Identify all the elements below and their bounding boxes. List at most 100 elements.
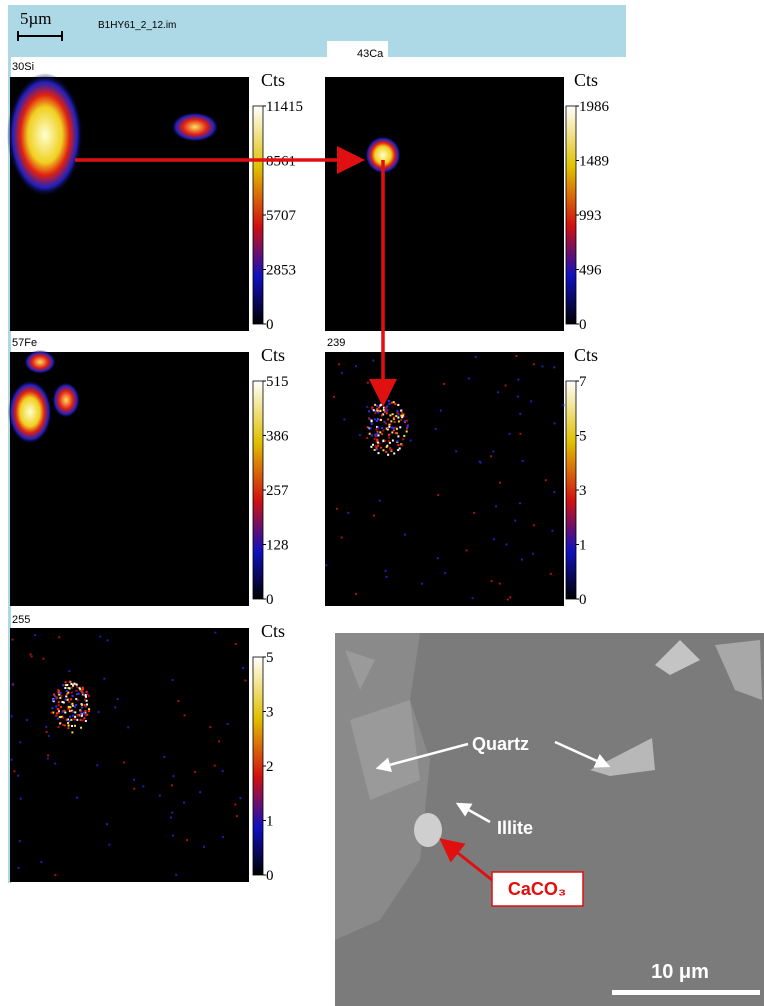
count-pixel bbox=[397, 413, 400, 416]
count-pixel bbox=[172, 775, 175, 778]
colorbar bbox=[565, 105, 577, 325]
count-pixel bbox=[421, 582, 424, 585]
count-pixel bbox=[183, 801, 186, 804]
count-pixel bbox=[382, 409, 385, 412]
count-pixel bbox=[509, 596, 512, 599]
count-pixel bbox=[551, 529, 554, 532]
count-pixel bbox=[369, 427, 372, 430]
count-pixel bbox=[387, 453, 390, 456]
count-pixel bbox=[65, 718, 68, 721]
count-pixel bbox=[383, 410, 386, 413]
colorbar-tick-label: 0 bbox=[266, 868, 274, 884]
count-pixel bbox=[393, 420, 396, 423]
count-pixel bbox=[520, 558, 523, 561]
count-pixel bbox=[375, 446, 378, 449]
count-pixel bbox=[57, 688, 60, 691]
count-pixel bbox=[402, 438, 405, 441]
count-pixel bbox=[392, 401, 395, 404]
count-pixel bbox=[404, 533, 407, 536]
count-pixel bbox=[72, 684, 75, 687]
count-pixel bbox=[71, 702, 74, 705]
count-pixel bbox=[405, 419, 408, 422]
count-pixel bbox=[498, 582, 501, 585]
count-pixel bbox=[366, 437, 369, 440]
count-pixel bbox=[45, 725, 48, 728]
hot-spot bbox=[171, 112, 219, 142]
count-pixel bbox=[83, 712, 86, 715]
colorbar-tick-label: 7 bbox=[579, 374, 587, 390]
colorbar-tick-label: 128 bbox=[266, 538, 289, 554]
count-pixel bbox=[13, 770, 16, 773]
count-pixel bbox=[71, 714, 74, 717]
count-pixel bbox=[517, 378, 520, 381]
count-pixel bbox=[386, 444, 389, 447]
count-pixel bbox=[370, 422, 373, 425]
count-pixel bbox=[70, 686, 73, 689]
count-pixel bbox=[53, 693, 56, 696]
count-pixel bbox=[394, 432, 397, 435]
count-pixel bbox=[68, 707, 71, 710]
count-pixel bbox=[392, 427, 395, 430]
colorbar-tick-label: 0 bbox=[579, 592, 587, 608]
colorbar-tick-label: 1 bbox=[266, 814, 274, 830]
count-pixel bbox=[84, 714, 87, 717]
count-pixel bbox=[395, 415, 398, 418]
count-pixel bbox=[389, 423, 392, 426]
count-pixel bbox=[376, 441, 379, 444]
count-pixel bbox=[372, 514, 375, 517]
count-pixel bbox=[10, 715, 13, 718]
count-pixel bbox=[377, 434, 380, 437]
count-pixel bbox=[74, 711, 77, 714]
count-pixel bbox=[516, 395, 519, 398]
count-pixel bbox=[202, 845, 205, 848]
count-pixel bbox=[377, 411, 380, 414]
count-pixel bbox=[105, 823, 108, 826]
count-pixel bbox=[490, 455, 493, 458]
count-pixel bbox=[409, 439, 412, 442]
count-pixel bbox=[532, 552, 535, 555]
count-pixel bbox=[492, 450, 495, 453]
count-pixel bbox=[387, 400, 390, 403]
count-pixel bbox=[84, 705, 87, 708]
count-pixel bbox=[434, 427, 437, 430]
count-pixel bbox=[18, 840, 21, 843]
colorbar bbox=[565, 380, 577, 600]
count-pixel bbox=[347, 511, 350, 514]
count-pixel bbox=[58, 693, 61, 696]
count-pixel bbox=[71, 731, 74, 734]
count-pixel bbox=[473, 511, 476, 514]
colorbar-tick-label: 496 bbox=[579, 263, 602, 279]
sem-image: Quartz Illite CaCO₃ 10 μm bbox=[335, 633, 764, 1006]
count-pixel bbox=[17, 866, 20, 869]
count-pixel bbox=[55, 714, 58, 717]
count-pixel bbox=[70, 691, 73, 694]
colorbar-tick-label: 0 bbox=[579, 317, 587, 333]
count-pixel bbox=[403, 420, 406, 423]
count-pixel bbox=[183, 714, 186, 717]
count-pixel bbox=[12, 682, 15, 685]
count-pixel bbox=[97, 711, 100, 714]
tab[interactable] bbox=[327, 41, 388, 63]
colorbar-tick-label: 3 bbox=[579, 483, 587, 499]
count-pixel bbox=[54, 762, 57, 765]
count-pixel bbox=[390, 401, 393, 404]
count-pixel bbox=[132, 778, 135, 781]
count-pixel bbox=[377, 452, 380, 455]
count-pixel bbox=[505, 543, 508, 546]
count-pixel bbox=[55, 705, 58, 708]
sem-grain bbox=[655, 640, 700, 675]
count-pixel bbox=[116, 698, 119, 701]
count-pixel bbox=[382, 413, 385, 416]
count-pixel bbox=[226, 723, 229, 726]
count-pixel bbox=[57, 701, 60, 704]
count-pixel bbox=[63, 709, 66, 712]
count-pixel bbox=[73, 718, 76, 721]
count-pixel bbox=[325, 564, 328, 567]
count-pixel bbox=[387, 436, 390, 439]
count-pixel bbox=[30, 655, 33, 658]
count-pixel bbox=[508, 432, 511, 435]
left-edge bbox=[8, 57, 11, 883]
colorbar-tick-label: 11415 bbox=[266, 99, 303, 115]
count-pixel bbox=[385, 406, 388, 409]
